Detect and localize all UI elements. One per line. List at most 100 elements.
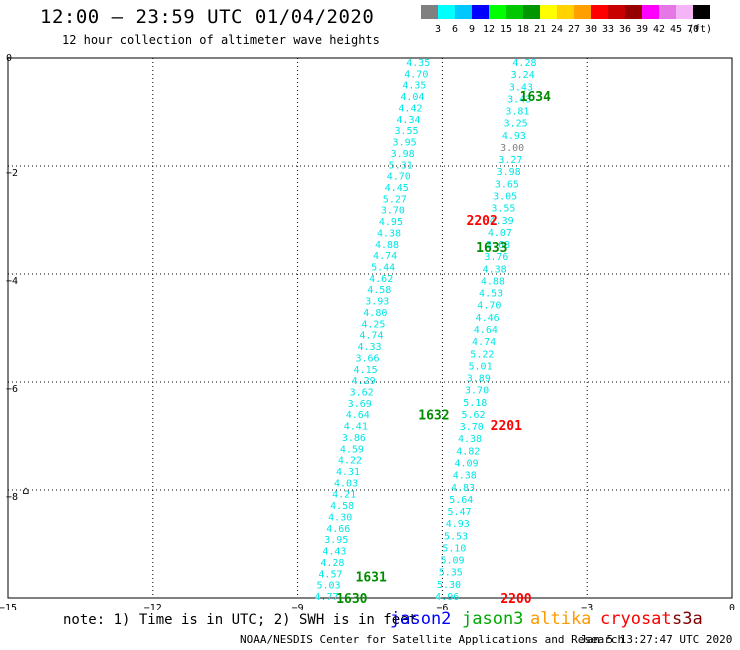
lon-tick-label: −6 — [436, 603, 448, 610]
footer-credit: NOAA/NESDIS Center for Satellite Applica… — [240, 633, 625, 646]
track-2-value: 3.65 — [495, 179, 519, 190]
lat-tick-label: −8 — [6, 492, 18, 503]
track-1-value: 4.74 — [373, 251, 397, 262]
track-2-value: 3.25 — [504, 119, 528, 130]
track-2-value: 4.38 — [458, 434, 482, 445]
track-2-value: 4.82 — [456, 446, 480, 457]
track-2-value: 5.22 — [470, 349, 494, 360]
track-2-value: 3.43 — [509, 82, 533, 93]
track-2-value: 3.89 — [467, 374, 491, 385]
track-1-value: 4.95 — [379, 217, 403, 228]
chart-subtitle: 12 hour collection of altimeter wave hei… — [62, 33, 380, 47]
track-1-value: 4.38 — [377, 228, 401, 239]
track-2-value: 5.62 — [462, 410, 486, 421]
legend-label: 12 — [482, 24, 496, 35]
legend-label: 70 — [686, 24, 700, 35]
track-2-value: 4.83 — [451, 483, 475, 494]
track-2-value: 3.70 — [465, 386, 489, 397]
track-1-value: 4.66 — [326, 524, 350, 535]
land-marker-icon: ⌂ — [22, 484, 29, 497]
track-2-value: 3.98 — [497, 167, 521, 178]
track-1-value: 4.03 — [334, 478, 358, 489]
pass-label-1632: 1632 — [418, 408, 449, 423]
track-1-value: 4.43 — [322, 547, 346, 558]
track-1-value: 4.25 — [361, 319, 385, 330]
track-1-value: 4.04 — [400, 92, 424, 103]
track-1-value: 4.77 — [315, 592, 339, 603]
track-2-value: 3.68 — [486, 240, 510, 251]
legend-swatch — [676, 5, 693, 19]
track-2-value: 4.53 — [479, 289, 503, 300]
legend-swatch — [540, 5, 557, 19]
track-1-value: 3.70 — [381, 206, 405, 217]
pass-label-2200: 2200 — [500, 592, 531, 607]
track-1-value: 4.62 — [369, 274, 393, 285]
track-2-value: 3.24 — [511, 70, 535, 81]
track-1-value: 4.41 — [344, 422, 368, 433]
track-2-value: 4.38 — [483, 264, 507, 275]
track-1-value: 4.80 — [363, 308, 387, 319]
track-2-value: 3.70 — [460, 422, 484, 433]
legend-swatch — [591, 5, 608, 19]
track-1-value: 4.74 — [359, 331, 383, 342]
lon-tick-label: −15 — [0, 603, 17, 610]
lat-tick-label: −4 — [6, 276, 18, 287]
track-1-value: 4.22 — [338, 456, 362, 467]
legend-swatch — [625, 5, 642, 19]
track-1-value: 5.27 — [383, 194, 407, 205]
track-1-value: 4.33 — [357, 342, 381, 353]
track-1-value: 4.58 — [330, 501, 354, 512]
pass-label-2201: 2201 — [491, 419, 522, 434]
legend-label: 45 — [669, 24, 683, 35]
track-1-value: 4.29 — [352, 376, 376, 387]
track-1-value: 4.70 — [404, 69, 428, 80]
track-2-value: 4.64 — [474, 325, 498, 336]
track-2-value: 5.35 — [439, 568, 463, 579]
legend-swatch — [455, 5, 472, 19]
legend-label: 39 — [635, 24, 649, 35]
lon-tick-label: −3 — [581, 603, 593, 610]
legend-swatch — [659, 5, 676, 19]
pass-label-1631: 1631 — [356, 570, 387, 585]
pass-label-1634: 1634 — [520, 90, 551, 105]
track-2-value: 5.09 — [440, 556, 464, 567]
legend-swatch — [438, 5, 455, 19]
track-2-value: 4.70 — [477, 301, 501, 312]
legend-label: 27 — [567, 24, 581, 35]
legend-label: 30 — [584, 24, 598, 35]
track-2-value: 4.39 — [490, 216, 514, 227]
legend-swatch — [506, 5, 523, 19]
track-2-value: 5.64 — [449, 495, 473, 506]
track-1-value: 4.57 — [318, 569, 342, 580]
track-2-value: 5.18 — [463, 398, 487, 409]
track-1-value: 4.31 — [336, 467, 360, 478]
satellite-jason3: jason3 — [462, 609, 524, 629]
legend-label: 36 — [618, 24, 632, 35]
track-2-value: 3.55 — [491, 204, 515, 215]
legend-label: 6 — [451, 24, 459, 35]
track-1-value: 3.93 — [365, 297, 389, 308]
map-frame — [7, 57, 733, 599]
track-2-value: 4.09 — [454, 459, 478, 470]
track-1-value: 5.31 — [389, 160, 413, 171]
track-1-value: 4.45 — [385, 183, 409, 194]
track-2-value: 4.96 — [435, 592, 459, 603]
satellite-s3a: s3a — [672, 609, 703, 629]
track-2-value: 3.05 — [493, 192, 517, 203]
legend-swatch — [523, 5, 540, 19]
legend-swatch — [608, 5, 625, 19]
track-2-value: 5.30 — [437, 580, 461, 591]
track-1-value: 3.55 — [395, 126, 419, 137]
lat-tick-label: −2 — [6, 168, 18, 179]
track-1-value: 4.28 — [320, 558, 344, 569]
legend-swatch — [693, 5, 710, 19]
legend-swatch — [472, 5, 489, 19]
legend-label: 33 — [601, 24, 615, 35]
track-2-value: 3.27 — [498, 155, 522, 166]
legend-label: 42 — [652, 24, 666, 35]
legend-label: 15 — [499, 24, 513, 35]
satellite-altika: altika — [530, 609, 592, 629]
track-1-value: 3.86 — [342, 433, 366, 444]
legend-swatch — [574, 5, 591, 19]
legend-swatch — [421, 5, 438, 19]
